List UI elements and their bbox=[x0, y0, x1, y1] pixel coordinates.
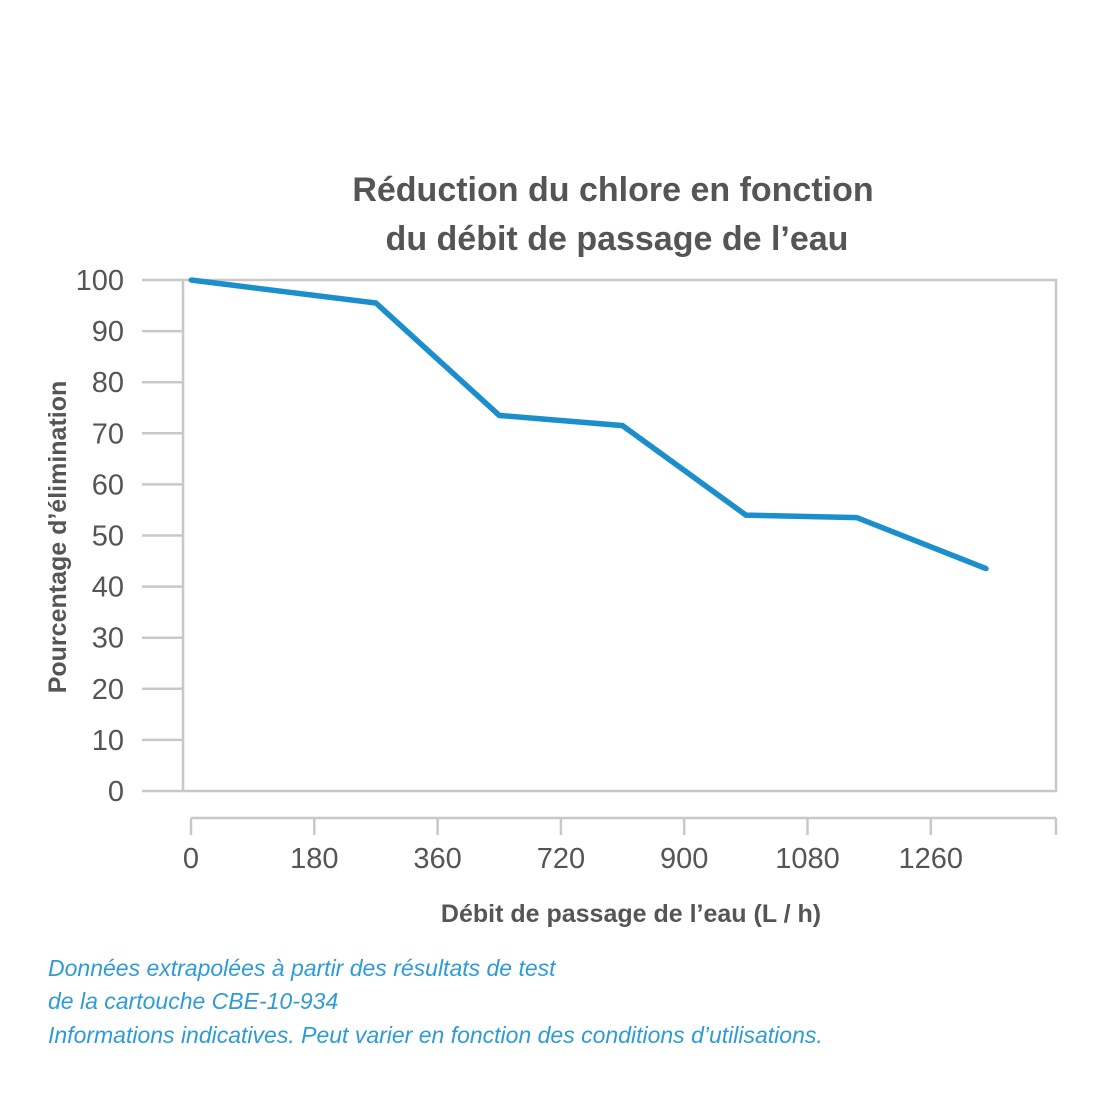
series-line-0 bbox=[190, 277, 988, 572]
x-tick-label: 0 bbox=[183, 843, 199, 875]
footnote-line-3: Informations indicatives. Peut varier en… bbox=[48, 1022, 823, 1048]
y-tick-label: 10 bbox=[92, 725, 124, 757]
x-tick-label: 720 bbox=[537, 843, 585, 875]
x-axis-label: Débit de passage de l’eau (L / h) bbox=[441, 900, 821, 928]
y-tick-label: 60 bbox=[92, 469, 124, 501]
chart-title-line-1: Réduction du chlore en fonction bbox=[352, 171, 873, 209]
y-tick-label: 0 bbox=[108, 776, 124, 808]
y-tick-label: 80 bbox=[92, 367, 124, 399]
data-point bbox=[496, 412, 502, 418]
x-tick-label: 1260 bbox=[899, 843, 964, 875]
y-tick-label: 100 bbox=[76, 265, 124, 297]
y-tick-label: 40 bbox=[92, 572, 124, 604]
data-point bbox=[854, 515, 860, 521]
x-tick-label: 1080 bbox=[775, 843, 840, 875]
x-tick-label: 180 bbox=[290, 843, 338, 875]
x-axis: 0 180 360 720 900 1080 1260 bbox=[183, 816, 1058, 875]
data-point bbox=[373, 300, 379, 306]
plot-frame bbox=[181, 278, 1058, 793]
y-axis-label: Pourcentage d’élimination bbox=[44, 381, 72, 694]
data-point bbox=[983, 566, 989, 572]
series-group bbox=[188, 277, 989, 572]
x-tick-label: 360 bbox=[413, 843, 461, 875]
data-point bbox=[620, 423, 626, 429]
y-tick-label: 50 bbox=[92, 521, 124, 553]
y-tick-label: 90 bbox=[92, 316, 124, 348]
y-tick-label: 30 bbox=[92, 623, 124, 655]
footnote-line-1: Données extrapolées à partir des résulta… bbox=[48, 955, 556, 981]
footnote-line-2: de la cartouche CBE-10-934 bbox=[48, 988, 339, 1014]
y-tick-label: 20 bbox=[92, 674, 124, 706]
chart-title-line-2: du débit de passage de l’eau bbox=[386, 220, 849, 258]
y-tick-label: 70 bbox=[92, 418, 124, 450]
x-tick-label: 900 bbox=[660, 843, 708, 875]
data-point bbox=[188, 277, 194, 283]
y-axis: 0 10 20 30 40 50 60 70 80 90 100 bbox=[76, 265, 183, 808]
data-point bbox=[743, 512, 749, 518]
